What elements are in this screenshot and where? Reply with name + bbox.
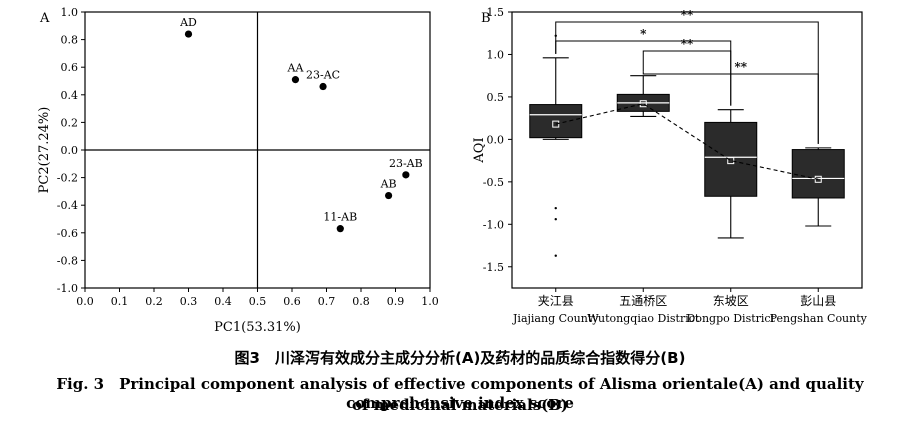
panel-b-label: B (481, 11, 491, 26)
panel-b-outlier (554, 206, 557, 210)
panel-b-y-tick-label: 0.0 (487, 133, 505, 146)
panel-a-x-tick-label: 0.9 (387, 295, 405, 308)
panel-a-point (184, 30, 193, 38)
panel-b-category-label-cn: 夹江县 (538, 294, 574, 308)
panel-a-point (291, 76, 300, 84)
panel-a-y-tick-label: 1.0 (61, 6, 79, 19)
panel-a-label: A (39, 11, 50, 26)
panel-b-category-label-en: Wutongqiao District (587, 312, 700, 325)
panel-a-x-tick-label: 0.7 (318, 295, 336, 308)
panel-a-point-label: AA (287, 62, 305, 75)
panel-b-mean-trend-line (555, 103, 819, 180)
panel-a-point-label: 23-AB (389, 157, 423, 170)
panel-a-x-tick-label: 0.3 (180, 295, 198, 308)
panel-a-x-tick-label: 0.4 (214, 295, 232, 308)
panel-b-box (791, 149, 845, 199)
panel-b-significance-label: ** (681, 37, 694, 51)
panel-b-outlier (554, 218, 557, 221)
panel-a-y-tick-label: -0.2 (57, 172, 78, 185)
panel-b-y-axis-label: AQI (472, 137, 487, 163)
panel-a-y-tick-label: 0.8 (61, 34, 79, 47)
panel-a-point (336, 225, 344, 233)
panel-a-point (402, 171, 410, 179)
panel-b-category-label-cn: 五通桥区 (619, 294, 667, 308)
panel-b-significance-bracket (642, 50, 732, 106)
figure-canvas: 0.0 0.1 0.2 0.3 0.4 0.5 0.6 0.7 0.8 0.9 1.0 1.0 0.8 0… (37, 6, 868, 335)
panel-a-y-tick-label: -0.8 (57, 254, 78, 267)
panel-a-y-tick-label: -0.6 (57, 227, 78, 240)
panel-b-significance-bracket (642, 71, 819, 144)
panel-a-y-tick-label: 0.0 (61, 144, 79, 157)
panel-a-x-tick-label: 0.1 (111, 295, 129, 308)
panel-a-x-tick-label: 0.0 (76, 295, 94, 308)
panel-b-y-tick-label: 0.5 (487, 91, 505, 104)
panel-b-significance-label: * (640, 27, 647, 41)
panel-a-point-label: 23-AC (306, 69, 340, 82)
panel-b-box (704, 121, 758, 197)
panel-b-significance-label: ** (681, 8, 694, 22)
panel-b-outlier (554, 254, 557, 257)
panel-a-y-tick-label: -0.4 (57, 199, 78, 212)
panel-a-y-tick-label: 0.2 (61, 116, 79, 129)
panel-b-category-label-en: Pengshan County (770, 312, 868, 325)
panel-b-y-tick-label: 1.0 (487, 48, 505, 61)
panel-a-x-tick-label: 0.6 (283, 295, 301, 308)
panel-b-y-tick-label: -0.5 (483, 176, 504, 189)
panel-a-point (385, 191, 393, 200)
panel-a-x-tick-label: 0.2 (145, 295, 163, 308)
panel-b-category-label-cn: 彭山县 (800, 294, 836, 308)
panel-a-x-tick-label: 1.0 (421, 295, 439, 308)
panel-a-point-label: 11-AB (323, 211, 357, 224)
panel-a-x-tick-label: 0.5 (249, 295, 267, 308)
figure-caption-english-line1: Fig. 3 Principal component analysis of e… (56, 375, 864, 412)
panel-b-category-label-en: Jiajiang County (512, 312, 599, 325)
figure-caption-chinese: 图3 川泽泻有效成分主成分分析(A)及药材的品质综合指数得分(B) (234, 349, 686, 367)
panel-b-significance-label: ** (734, 60, 747, 74)
panel-b-frame (511, 11, 863, 289)
panel-a-x-tick-label: 0.8 (352, 295, 370, 308)
panel-a-point-label: AD (179, 16, 197, 29)
panel-b-mean-marker (552, 120, 560, 128)
panel-a-y-axis-label: PC2(27.24%) (37, 107, 52, 194)
panel-a-point-label: AB (380, 178, 397, 191)
panel-a-y-tick-label: 0.4 (61, 89, 79, 102)
panel-b-mean-marker (727, 157, 735, 165)
figure-caption-english-line2: of medicinal materials(B) (351, 396, 569, 414)
panel-b-y-tick-label: -1.0 (483, 218, 504, 231)
panel-b-category-label-cn: 东坡区 (713, 294, 749, 308)
panel-b-y-tick-label: 1.5 (487, 6, 505, 19)
panel-b-mean-marker (639, 100, 647, 108)
panel-b-category-label-en: Dongpo District (687, 312, 776, 325)
panel-b-y-tick-label: -1.5 (483, 261, 504, 274)
panel-b-mean-marker (814, 175, 822, 183)
panel-a-point (319, 82, 327, 91)
panel-a-y-tick-label: 0.6 (61, 61, 79, 74)
panel-a-x-axis-label: PC1(53.31%) (214, 320, 301, 335)
panel-a-y-tick-label: -1.0 (57, 282, 78, 295)
